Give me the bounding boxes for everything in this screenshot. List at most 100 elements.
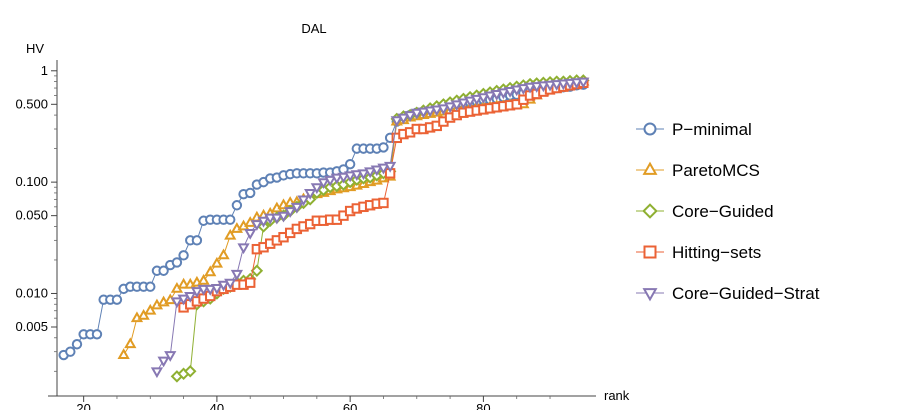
data-point [171,257,183,268]
data-point [177,277,190,289]
data-point [297,195,310,207]
y-tick-label: 0.050 [15,208,48,223]
data-point [430,105,443,117]
data-point [557,79,570,91]
data-point [370,165,383,177]
data-point [423,106,437,118]
x-tick-label: 60 [343,401,357,410]
data-point [65,346,76,357]
data-point [510,85,523,97]
data-point [270,213,283,225]
data-point [403,111,417,122]
data-point [378,142,389,153]
data-point [277,211,290,223]
data-point [191,235,203,246]
data-point [284,207,297,218]
data-point [184,292,197,303]
data-point [410,108,423,120]
data-point [463,96,477,108]
data-point [570,78,583,90]
x-tick-label: 40 [210,401,224,410]
data-point [231,200,243,211]
data-point [197,273,210,285]
series-line [156,81,584,372]
data-point [158,265,169,276]
data-point [310,183,323,195]
data-point [324,175,337,187]
y-tick-label: 0.005 [15,319,48,334]
data-point [157,356,170,368]
data-point [523,82,537,94]
legend-item: ParetoMCS [636,161,760,180]
series-1 [117,74,590,359]
data-point [257,216,270,228]
data-point [204,284,217,296]
data-point [170,297,184,309]
data-point [150,367,164,379]
data-point [443,102,457,114]
data-point [550,80,563,91]
data-point [204,265,217,277]
data-point [563,78,577,90]
data-point [390,116,403,128]
data-point [577,77,590,89]
legend-marker [642,288,658,302]
data-point [111,294,123,305]
y-tick-label: 1 [41,63,48,78]
legend-label: P−minimal [672,120,752,139]
x-axis-label: rank [604,388,630,403]
data-point [217,248,230,260]
data-point [244,228,257,240]
data-point [477,93,490,104]
data-point [217,280,230,292]
data-point [503,86,517,98]
legend-label: Core−Guided−Strat [672,284,820,303]
data-point [317,178,330,189]
data-point [230,269,244,281]
data-point [71,339,83,350]
data-point [397,113,410,125]
data-point [237,243,250,255]
data-point [117,348,130,359]
data-point [144,303,157,315]
y-tick-label: 0.500 [15,96,48,111]
data-point [377,163,390,175]
legend-marker [642,161,658,175]
series-line [123,81,584,356]
legend-label: Core−Guided [672,202,774,221]
legend: P−minimal ParetoMCS Core−Guided Hitting−set… [636,120,820,303]
data-point [210,256,224,268]
legend-marker [642,203,658,219]
y-tick-label: 0.100 [15,174,48,189]
data-point [537,81,550,93]
data-point [497,88,510,100]
data-point [337,172,350,184]
data-point [483,91,497,103]
y-tick-label: 0.010 [15,285,48,300]
data-point [225,214,236,225]
legend-item: Core−Guided−Strat [636,284,820,303]
data-point [245,187,256,199]
data-point [245,277,256,288]
data-point [210,284,224,295]
series-4 [150,77,590,379]
data-point [490,89,503,101]
data-point [184,365,197,378]
legend-item: Core−Guided [636,202,774,221]
data-point [417,107,430,119]
data-point [224,278,237,290]
data-point [164,351,177,362]
x-tick-label: 80 [476,401,490,410]
axis-ticks: 20 40 60 80 1 0.500 0.100 0.050 0.010 0.005 [15,63,551,410]
plot-series [58,74,590,383]
data-point [124,337,137,349]
data-point [224,228,237,240]
data-point [530,82,543,93]
y-axis-label: HV [26,41,44,56]
data-point [197,284,210,296]
legend-item: P−minimal [636,120,752,139]
legend-item: Hitting−sets [636,243,761,262]
data-point [457,98,470,110]
data-point [91,329,103,340]
data-point [178,250,189,261]
